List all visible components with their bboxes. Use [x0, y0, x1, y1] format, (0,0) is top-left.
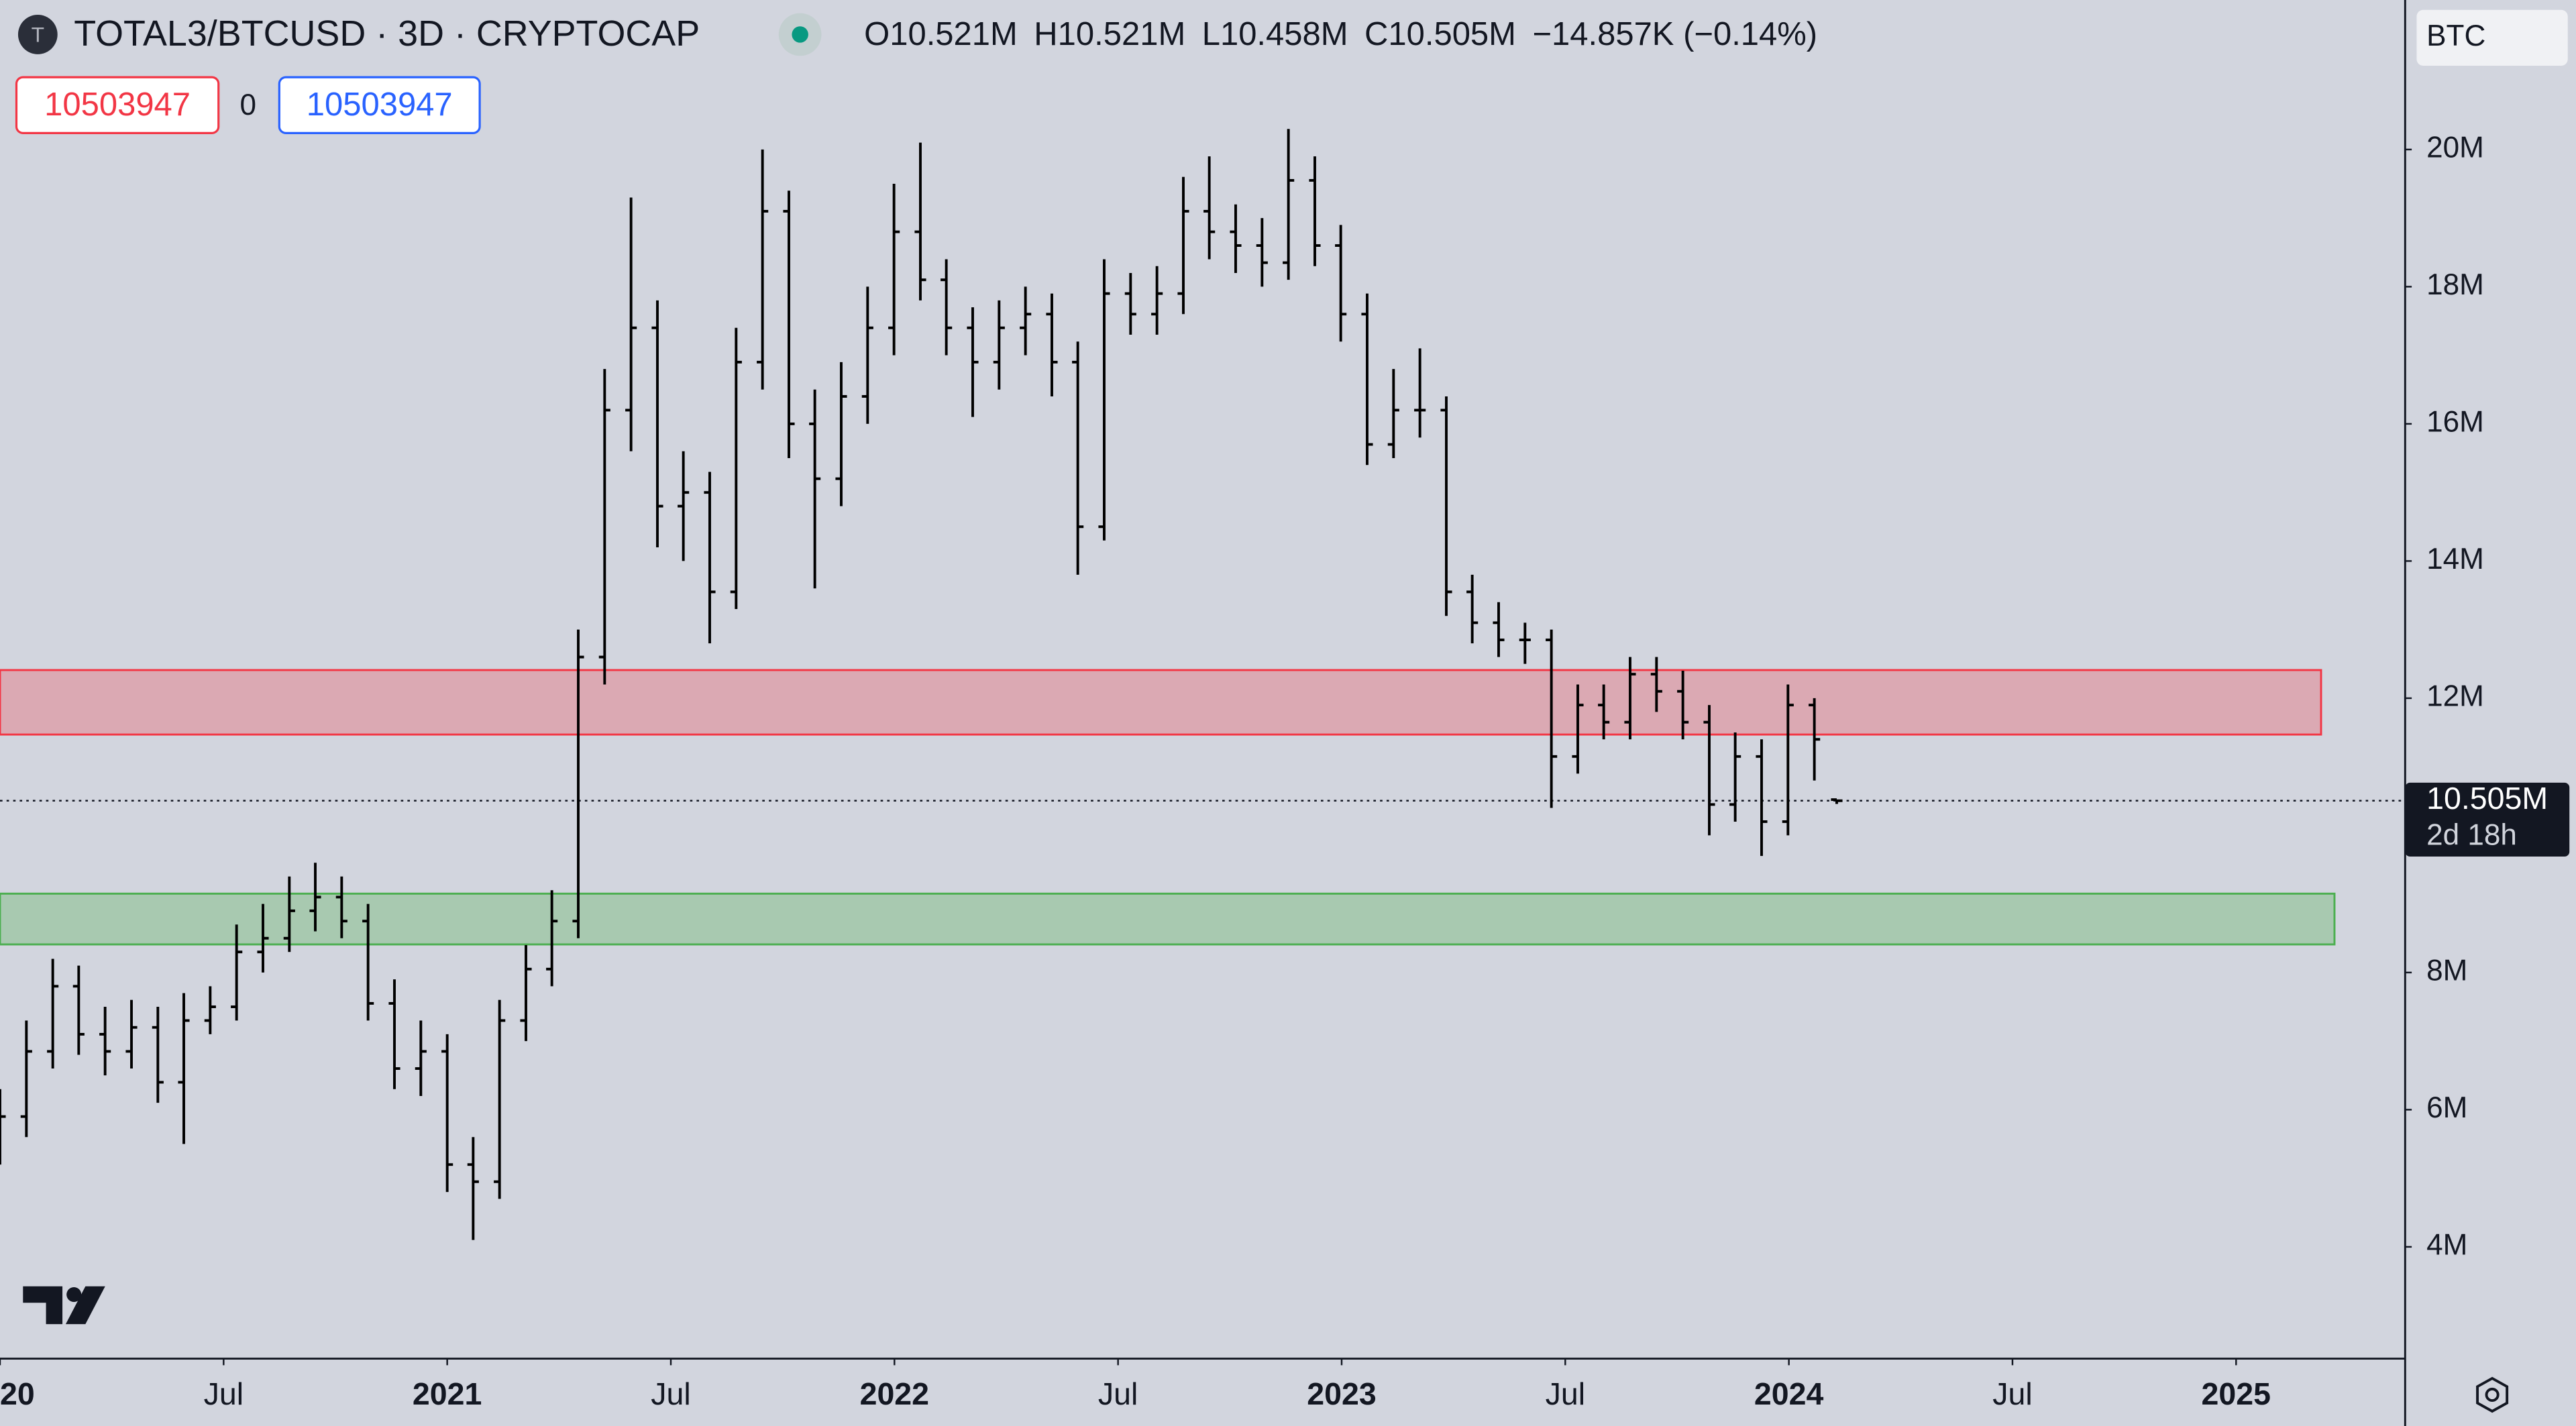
x-tick-label: 2022	[860, 1376, 929, 1411]
spread: 0	[240, 89, 257, 121]
sell-price: 10503947	[44, 87, 191, 123]
logo-shape	[23, 1286, 63, 1325]
key: H	[1034, 16, 1057, 52]
x-tick-label: 2024	[1754, 1376, 1824, 1411]
tv-logo[interactable]	[23, 1286, 105, 1325]
key: L	[1202, 16, 1220, 52]
price-tag-label: 10.505M	[2426, 781, 2548, 816]
x-tick-label: Jul	[651, 1376, 690, 1411]
x-tick-label: Jul	[1992, 1376, 2032, 1411]
logo-letter: T	[32, 22, 44, 46]
value: 10.521M	[1058, 16, 1186, 52]
ohlc-legend: O10.521M H10.521M L10.458M C10.505M −14.857K…	[864, 16, 1817, 52]
x-tick-label: Jul	[1098, 1376, 1138, 1411]
value: 10.458M	[1220, 16, 1348, 52]
settings-icon[interactable]	[2476, 1376, 2509, 1413]
y-tick-label: 4M	[2426, 1229, 2467, 1262]
zone	[0, 669, 2322, 736]
y-tick-label: 20M	[2426, 131, 2484, 164]
sell-button[interactable]	[15, 76, 220, 134]
x-tick-label: Jul	[1546, 1376, 1585, 1411]
x-tick-label: 2020	[0, 1376, 35, 1411]
buy-price: 10503947	[307, 87, 453, 123]
countdown: 2d 18h	[2426, 818, 2517, 851]
key: O	[864, 16, 890, 52]
buy-button[interactable]	[278, 76, 481, 134]
value: 10.521M	[890, 16, 1018, 52]
key: C	[1364, 16, 1388, 52]
change: −14.857K (−0.14%)	[1532, 16, 1817, 52]
market-status[interactable]	[792, 26, 808, 43]
plot-area	[0, 129, 2406, 1240]
currency: BTC	[2426, 19, 2485, 52]
currency-button[interactable]	[2416, 9, 2568, 66]
y-tick-label: 14M	[2426, 543, 2484, 575]
y-tick-label: 8M	[2426, 954, 2467, 987]
y-tick-label: 18M	[2426, 268, 2484, 301]
y-tick-label: 12M	[2426, 680, 2484, 713]
value: 10.505M	[1388, 16, 1516, 52]
x-tick-label: 2021	[413, 1376, 482, 1411]
zone	[0, 892, 2336, 946]
x-tick-label: 2023	[1307, 1376, 1376, 1411]
y-tick-label: 6M	[2426, 1091, 2467, 1124]
logo-shape	[66, 1287, 82, 1303]
settings-icon-core	[2485, 1387, 2500, 1402]
logo-shape	[65, 1286, 105, 1325]
y-tick-label: 16M	[2426, 406, 2484, 439]
x-tick-label: Jul	[204, 1376, 244, 1411]
x-tick-label: 2025	[2202, 1376, 2271, 1411]
symbol-title[interactable]: TOTAL3/BTCUSD · 3D · CRYPTOCAP	[74, 13, 700, 54]
price-tag	[2405, 782, 2570, 857]
symbol-logo[interactable]	[17, 15, 58, 54]
